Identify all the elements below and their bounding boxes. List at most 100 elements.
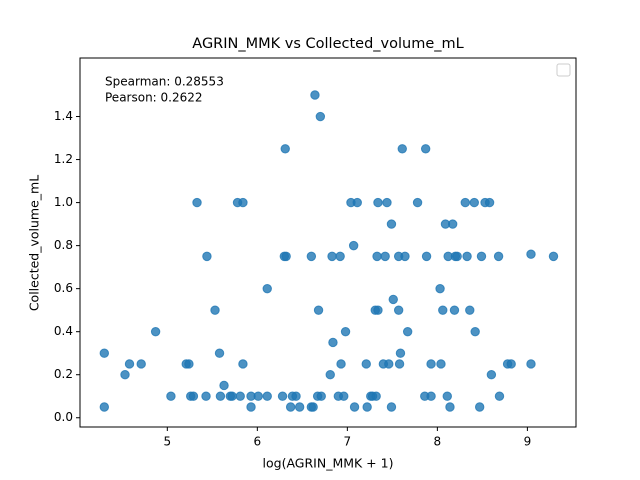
point xyxy=(394,359,405,369)
point xyxy=(421,251,432,262)
x-tick-label: 5 xyxy=(163,435,171,449)
point xyxy=(192,197,202,208)
point xyxy=(136,359,146,369)
x-tick-label: 9 xyxy=(524,435,532,449)
point xyxy=(373,197,383,208)
point xyxy=(420,144,431,154)
point xyxy=(426,391,436,401)
y-tick-label: 0.6 xyxy=(54,281,73,295)
point xyxy=(227,391,237,401)
point xyxy=(328,337,338,348)
point xyxy=(382,197,392,208)
point xyxy=(395,348,406,358)
y-tick-label: 0.2 xyxy=(54,367,73,381)
point xyxy=(526,249,536,259)
point xyxy=(469,197,479,208)
point xyxy=(280,144,290,154)
point xyxy=(99,348,110,358)
y-tick-label: 0.8 xyxy=(54,238,73,252)
x-axis-label: log(AGRIN_MMK + 1) xyxy=(263,456,394,471)
point xyxy=(219,380,229,391)
point xyxy=(238,197,248,208)
point xyxy=(449,305,460,315)
point xyxy=(388,294,398,305)
point xyxy=(412,197,423,208)
point xyxy=(336,359,346,369)
point xyxy=(294,402,305,412)
point xyxy=(447,219,458,229)
y-tick-label: 1.0 xyxy=(54,195,73,209)
point xyxy=(150,326,161,337)
point xyxy=(452,251,462,262)
point xyxy=(548,251,559,262)
point xyxy=(362,402,372,412)
point xyxy=(201,391,211,401)
plot-frame xyxy=(79,57,577,428)
point xyxy=(285,402,296,412)
point xyxy=(352,197,362,208)
point xyxy=(526,359,536,369)
point xyxy=(484,197,495,208)
point xyxy=(349,402,360,412)
chart-title: AGRIN_MMK vs Collected_volume_mL xyxy=(192,36,463,52)
point xyxy=(380,251,390,262)
point xyxy=(386,402,397,412)
point xyxy=(210,305,220,315)
point xyxy=(188,391,199,401)
point xyxy=(246,402,256,412)
annotation: Pearson: 0.2622 xyxy=(105,91,203,105)
y-tick-label: 1.2 xyxy=(54,152,73,166)
point xyxy=(438,305,448,315)
legend-box xyxy=(556,63,571,77)
point xyxy=(465,305,475,315)
point xyxy=(214,348,225,358)
y-tick-label: 1.4 xyxy=(54,109,73,123)
point xyxy=(313,305,324,315)
point xyxy=(361,359,371,369)
point xyxy=(393,305,404,315)
point xyxy=(316,391,326,401)
point xyxy=(470,326,480,337)
point xyxy=(486,370,497,380)
point xyxy=(315,111,326,122)
point xyxy=(262,283,272,294)
x-tick-label: 8 xyxy=(434,435,442,449)
point xyxy=(120,370,130,380)
point xyxy=(400,251,410,262)
point xyxy=(373,305,383,315)
point xyxy=(493,251,504,262)
point xyxy=(184,359,194,369)
point xyxy=(348,240,359,251)
point xyxy=(442,391,452,401)
point xyxy=(340,326,351,337)
point xyxy=(445,402,455,412)
point xyxy=(310,90,320,100)
point xyxy=(474,402,485,412)
point xyxy=(99,402,110,412)
point xyxy=(238,359,248,369)
point xyxy=(262,391,272,401)
point xyxy=(339,391,349,401)
x-tick-label: 7 xyxy=(344,435,352,449)
point xyxy=(124,359,135,369)
point xyxy=(386,219,397,229)
point xyxy=(384,359,394,369)
point xyxy=(462,251,472,262)
point xyxy=(253,391,263,401)
point xyxy=(202,251,212,262)
y-tick-label: 0.0 xyxy=(54,410,73,424)
point xyxy=(306,251,317,262)
point xyxy=(325,370,335,380)
point xyxy=(372,251,382,262)
point xyxy=(327,251,337,262)
point xyxy=(426,359,436,369)
point xyxy=(166,391,176,401)
point xyxy=(371,391,381,401)
y-tick-label: 0.4 xyxy=(54,324,73,338)
point xyxy=(436,359,446,369)
y-axis-label: Collected_volume_mL xyxy=(27,175,42,311)
point xyxy=(494,391,505,401)
annotation: Spearman: 0.28553 xyxy=(105,75,224,89)
point xyxy=(506,359,516,369)
